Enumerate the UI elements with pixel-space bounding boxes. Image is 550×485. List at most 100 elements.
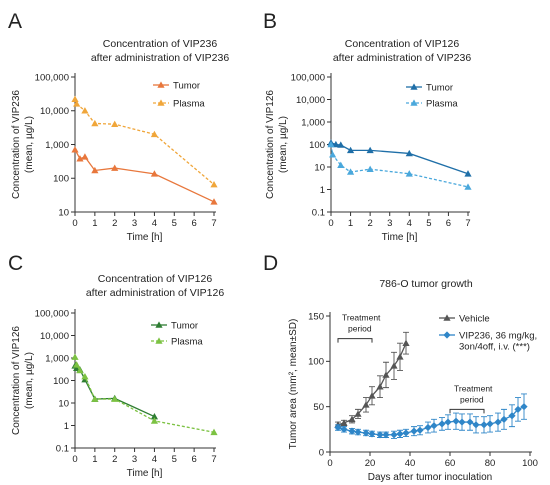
data-point [405,149,413,157]
data-point [81,107,89,114]
y-tick-label: 100,000 [35,72,69,83]
x-tick-label: 4 [152,454,157,465]
chart-panel-c: C Concentration of VIP126 after administra… [8,252,224,479]
x-tick-label: 80 [485,458,496,469]
treatment-period-label: period [460,394,484,404]
data-point [366,146,374,154]
chart-title: after administration of VIP126 [86,287,224,299]
treatment-bracket [337,338,373,343]
panel-letter: B [263,10,277,33]
x-tick-label: 7 [211,454,216,465]
data-point [396,353,404,360]
y-tick-label: 10,000 [40,106,69,117]
data-point [111,164,119,171]
chart-panel-b: B Concentration of VIP126 after administra… [263,10,472,243]
legend-label: Plasma [426,99,458,110]
data-point [150,417,159,424]
series-line [337,342,407,426]
panel-letter: D [263,252,278,275]
data-point [337,141,345,148]
y-tick-label: 150 [308,311,324,322]
data-point [396,430,404,438]
y-axis-label: Concentration of VIP126 [11,326,22,435]
data-point [424,423,432,432]
chart-title: after administration of VIP236 [91,52,229,64]
chart-title: Concentration of VIP236 [103,38,218,50]
y-axis-label: (mean, µg/L) [24,352,35,409]
x-tick-label: 60 [445,458,456,469]
legend-marker [443,314,451,321]
legend-label: Plasma [171,337,203,348]
data-point [354,410,362,417]
data-point [71,146,79,153]
data-point [376,431,384,439]
data-point [464,170,472,177]
data-point [111,120,119,127]
x-tick-label: 0 [72,454,77,465]
treatment-period-label: Treatment [342,313,381,323]
data-point [376,383,384,390]
data-point [480,421,488,429]
data-point [452,417,460,425]
x-tick-label: 0 [72,218,77,229]
x-tick-label: 3 [132,218,137,229]
legend-label: 3on/4off, i.v. (***) [459,342,530,353]
legend-label: Tumor [426,83,453,94]
data-point [210,198,218,205]
legend-marker [157,81,165,88]
data-point [73,100,81,107]
data-point [362,429,370,437]
series-line [74,365,155,418]
data-point [382,431,390,439]
x-tick-label: 3 [387,218,392,229]
y-tick-label: 100 [53,174,69,185]
data-point [111,395,119,402]
y-axis-label: (mean, µg/L) [24,116,35,173]
series-0 [71,146,218,205]
data-point [76,366,84,374]
data-point [472,421,480,429]
legend-label: VIP236, 36 mg/kg, [459,331,537,342]
x-tick-label: 6 [191,454,196,465]
data-point [514,405,522,413]
chart-panel-d: D 786-O tumor growth 0 50 100 150 0 20 40 60 80 100… [263,252,538,483]
x-tick-label: 20 [365,458,376,469]
x-tick-label: 7 [211,218,216,229]
data-point [340,425,348,433]
y-tick-label: 0 [319,447,324,458]
y-tick-label: 10 [58,398,69,409]
legend-label: Plasma [173,99,205,110]
data-point [438,420,446,428]
series-1 [71,353,218,436]
data-point [71,95,79,102]
series-line [74,149,215,203]
x-tick-label: 2 [112,218,117,229]
legend-label: Tumor [171,321,198,332]
data-point [346,146,355,154]
panel-letter: A [8,10,22,33]
x-axis-label: Time [h] [127,468,163,479]
y-tick-label: 100 [309,140,325,151]
data-point [382,371,390,378]
data-point [362,401,370,408]
legend-marker [410,83,418,90]
y-tick-label: 100,000 [35,308,69,319]
data-point [337,161,345,169]
chart-title: Concentration of VIP126 [98,273,213,285]
series-0 [334,331,410,428]
data-point [410,427,418,435]
legend-marker [155,337,163,344]
x-tick-label: 4 [407,218,412,229]
x-tick-label: 5 [172,218,177,229]
y-tick-label: 0.1 [56,443,69,454]
treatment-period-label: period [348,324,372,334]
data-point [332,140,340,148]
x-tick-label: 1 [348,218,353,229]
x-tick-label: 5 [426,218,431,229]
data-point [405,170,413,177]
legend-marker [443,331,451,339]
data-point [354,428,362,436]
data-point [334,423,342,432]
chart-title: after administration of VIP236 [333,52,471,64]
